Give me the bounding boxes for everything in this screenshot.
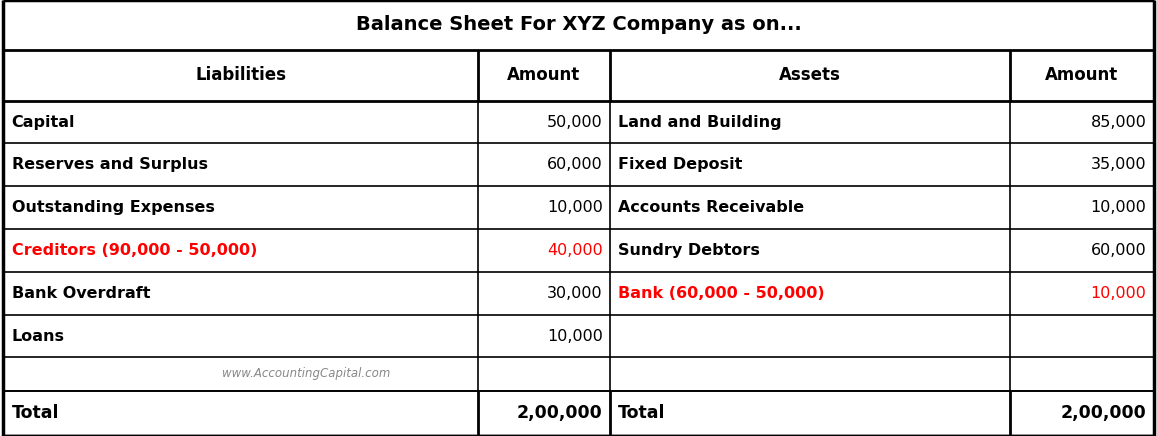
Text: Amount: Amount — [507, 66, 581, 84]
Text: 40,000: 40,000 — [547, 243, 603, 258]
Text: 50,000: 50,000 — [547, 115, 603, 129]
Text: Balance Sheet For XYZ Company as on...: Balance Sheet For XYZ Company as on... — [355, 15, 802, 34]
Text: Liabilities: Liabilities — [196, 66, 286, 84]
Text: Amount: Amount — [1045, 66, 1119, 84]
Text: Total: Total — [618, 404, 665, 422]
Text: 35,000: 35,000 — [1091, 157, 1147, 172]
Text: Total: Total — [12, 404, 59, 422]
Text: Accounts Receivable: Accounts Receivable — [618, 200, 804, 215]
Text: Land and Building: Land and Building — [618, 115, 781, 129]
Text: Capital: Capital — [12, 115, 75, 129]
Text: 2,00,000: 2,00,000 — [1061, 404, 1147, 422]
Text: 60,000: 60,000 — [1091, 243, 1147, 258]
Text: Bank Overdraft: Bank Overdraft — [12, 286, 150, 301]
Text: 85,000: 85,000 — [1091, 115, 1147, 129]
Text: Creditors (90,000 - 50,000): Creditors (90,000 - 50,000) — [12, 243, 257, 258]
Text: 10,000: 10,000 — [1091, 286, 1147, 301]
Text: Sundry Debtors: Sundry Debtors — [618, 243, 760, 258]
Text: Outstanding Expenses: Outstanding Expenses — [12, 200, 214, 215]
Text: Assets: Assets — [779, 66, 841, 84]
Text: 60,000: 60,000 — [547, 157, 603, 172]
Text: 30,000: 30,000 — [547, 286, 603, 301]
Text: 10,000: 10,000 — [547, 200, 603, 215]
Text: Fixed Deposit: Fixed Deposit — [618, 157, 742, 172]
Text: 10,000: 10,000 — [1091, 200, 1147, 215]
Text: Loans: Loans — [12, 329, 65, 344]
Text: Reserves and Surplus: Reserves and Surplus — [12, 157, 207, 172]
Text: Bank (60,000 - 50,000): Bank (60,000 - 50,000) — [618, 286, 825, 301]
Text: www.AccountingCapital.com: www.AccountingCapital.com — [222, 368, 391, 381]
Text: 2,00,000: 2,00,000 — [517, 404, 603, 422]
Text: 10,000: 10,000 — [547, 329, 603, 344]
